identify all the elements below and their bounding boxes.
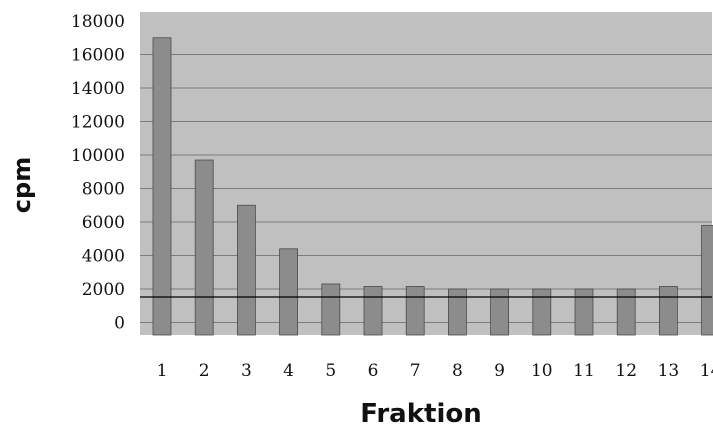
y-tick-label: 10000 [71, 146, 125, 166]
x-tick-label: 13 [658, 361, 680, 381]
x-tick-label: 12 [615, 361, 637, 381]
y-tick-label: 2000 [82, 280, 125, 300]
bar-14 [701, 224, 713, 336]
y-tick-label: 6000 [82, 213, 125, 233]
bars [152, 37, 713, 336]
x-tick-label: 1 [157, 361, 168, 381]
bar-3 [236, 204, 256, 336]
x-tick-label: 4 [283, 361, 294, 381]
x-tick-labels: 1234567891011121314 [157, 361, 713, 381]
y-axis-title: cpm [8, 157, 36, 213]
x-tick-label: 10 [531, 361, 553, 381]
bar-5 [321, 283, 341, 336]
x-tick-label: 9 [494, 361, 505, 381]
x-tick-label: 5 [325, 361, 336, 381]
bar-7 [405, 286, 425, 336]
x-tick-label: 14 [700, 361, 713, 381]
y-tick-label: 12000 [71, 113, 125, 133]
bar-6 [363, 286, 383, 336]
x-tick-label: 8 [452, 361, 463, 381]
y-tick-label: 4000 [82, 247, 125, 267]
bar-1 [152, 37, 172, 336]
x-tick-label: 3 [241, 361, 252, 381]
bar-2 [194, 159, 214, 336]
bar-4 [279, 248, 299, 336]
x-axis-title: Fraktion [360, 399, 481, 429]
y-tick-label: 0 [114, 314, 125, 334]
y-tick-label: 16000 [71, 46, 125, 66]
x-tick-label: 7 [410, 361, 421, 381]
bar-12 [616, 288, 636, 336]
y-tick-label: 18000 [71, 12, 125, 32]
plot-area [140, 12, 712, 335]
y-tick-label: 8000 [82, 180, 125, 200]
bar-9 [490, 288, 510, 336]
x-tick-label: 11 [573, 361, 595, 381]
y-tick-labels: 18000 16000 14000 12000 10000 8000 6000 4000 200… [71, 12, 125, 334]
y-tick-label: 14000 [71, 79, 125, 99]
gridlines [140, 54, 712, 323]
x-tick-label: 6 [368, 361, 379, 381]
bar-13 [659, 286, 678, 336]
bar-10 [532, 288, 552, 336]
bar-8 [447, 288, 467, 336]
x-tick-label: 2 [199, 361, 210, 381]
bar-11 [574, 288, 594, 336]
